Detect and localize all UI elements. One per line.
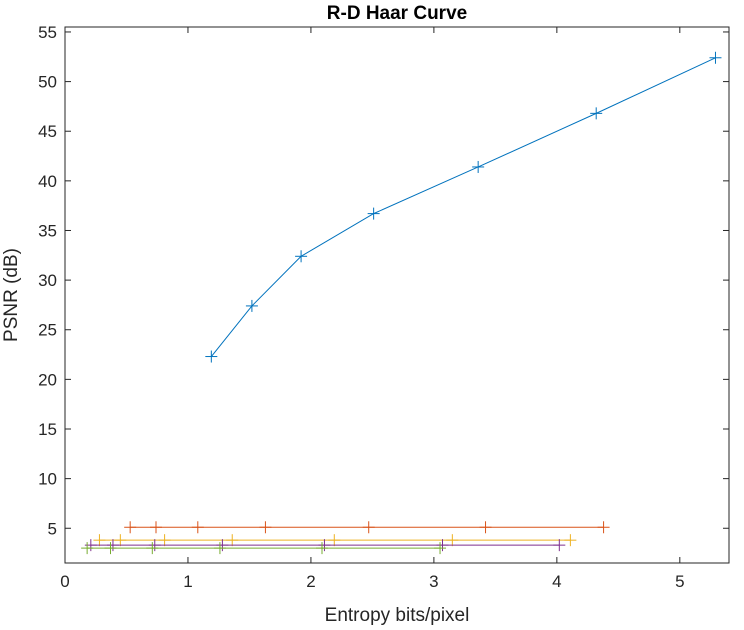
data-point	[446, 534, 459, 547]
y-axis-label: PSNR (dB)	[1, 248, 22, 342]
data-point	[472, 160, 485, 173]
data-point	[315, 542, 328, 555]
series-3	[93, 534, 577, 547]
series-layer	[81, 51, 722, 555]
x-axis-label: Entropy bits/pixel	[325, 605, 470, 626]
data-point	[81, 542, 94, 555]
x-tick-label: 5	[675, 572, 684, 591]
y-tick-label: 15	[38, 420, 57, 439]
data-point	[104, 542, 117, 555]
data-point	[479, 521, 492, 534]
x-tick-label: 4	[552, 572, 561, 591]
y-tick-label: 35	[38, 221, 57, 240]
data-point	[318, 539, 331, 552]
y-tick-label: 40	[38, 172, 57, 191]
x-tick-label: 3	[429, 572, 438, 591]
plot-box	[64, 26, 730, 564]
data-point	[295, 250, 308, 263]
x-tick-label: 0	[60, 572, 69, 591]
data-point	[367, 207, 380, 220]
y-tick-label: 5	[48, 519, 57, 538]
axes	[64, 26, 730, 564]
data-point	[597, 521, 610, 534]
data-point	[213, 542, 226, 555]
data-point	[709, 51, 722, 64]
data-point	[245, 299, 258, 312]
series-2	[124, 521, 610, 534]
data-point	[259, 521, 272, 534]
series-1	[205, 51, 722, 363]
y-tick-label: 25	[38, 321, 57, 340]
y-tick-label: 20	[38, 370, 57, 389]
data-point	[205, 350, 218, 363]
data-point	[436, 539, 449, 552]
y-tick-label: 10	[38, 470, 57, 489]
data-point	[434, 542, 447, 555]
data-point	[191, 521, 204, 534]
x-tick-label: 2	[306, 572, 315, 591]
y-tick-label: 45	[38, 122, 57, 141]
y-tick-label: 55	[38, 23, 57, 42]
data-point	[158, 534, 171, 547]
y-tick-label: 30	[38, 271, 57, 290]
data-point	[106, 539, 119, 552]
x-tick-label: 1	[183, 572, 192, 591]
data-point	[590, 107, 603, 120]
y-tick-label: 50	[38, 73, 57, 92]
data-point	[564, 534, 577, 547]
data-point	[362, 521, 375, 534]
data-point	[146, 542, 159, 555]
data-point	[114, 534, 127, 547]
data-point	[148, 539, 161, 552]
data-point	[553, 539, 566, 552]
data-point	[149, 521, 162, 534]
data-point	[328, 534, 341, 547]
data-point	[216, 539, 229, 552]
series-4	[84, 539, 566, 552]
data-point	[124, 521, 137, 534]
series-5	[81, 542, 447, 555]
data-point	[93, 534, 106, 547]
chart-title: R-D Haar Curve	[327, 3, 467, 24]
data-point	[226, 534, 239, 547]
